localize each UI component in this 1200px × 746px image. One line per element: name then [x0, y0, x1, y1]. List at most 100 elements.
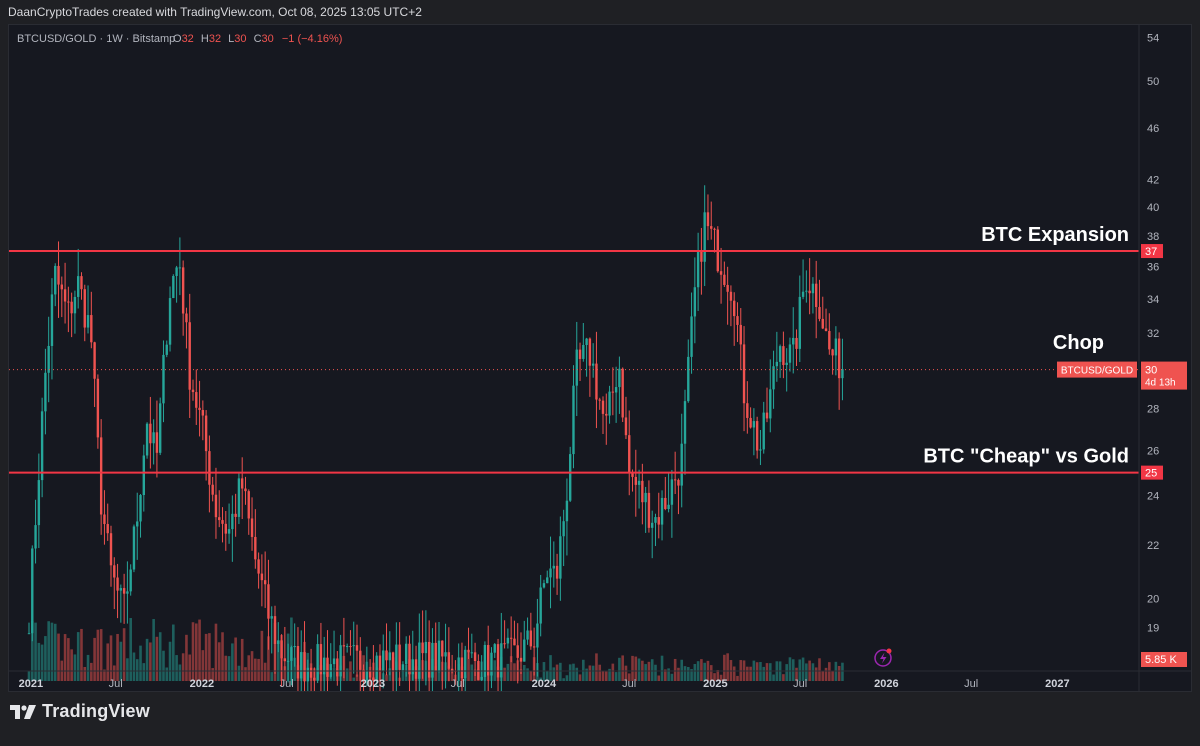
- volume-bar: [782, 674, 785, 681]
- volume-bar: [821, 671, 825, 681]
- candle-body: [86, 315, 90, 328]
- candle-body: [749, 417, 752, 428]
- candle-body: [103, 514, 106, 525]
- candle-body: [503, 643, 506, 645]
- volume-bar: [145, 638, 149, 681]
- volume-bar: [83, 666, 87, 681]
- candle-body: [178, 267, 182, 269]
- time-tick: Jul: [109, 678, 123, 690]
- time-tick: 2022: [190, 678, 214, 690]
- candle-body: [309, 667, 313, 678]
- candle-body: [336, 658, 339, 677]
- time-tick: 2026: [874, 678, 898, 690]
- price-tick: 20: [1147, 594, 1159, 606]
- lightning-icon[interactable]: [874, 648, 892, 667]
- volume-bar: [595, 653, 598, 681]
- candle-body: [683, 401, 687, 444]
- candle-body: [742, 344, 746, 404]
- volume-bar: [132, 652, 136, 681]
- candle-body: [667, 504, 670, 510]
- time-tick: 2021: [19, 678, 43, 690]
- candle-body: [529, 630, 533, 647]
- legend-c-label: C: [254, 33, 262, 45]
- tradingview-logo[interactable]: TradingView: [10, 701, 150, 722]
- candle-body: [395, 644, 398, 671]
- volume-bar: [670, 673, 674, 681]
- volume-bar: [824, 667, 828, 681]
- volume-bar: [791, 659, 795, 681]
- price-tick: 36: [1147, 262, 1159, 274]
- candle-body: [595, 363, 598, 400]
- candle-body: [552, 565, 555, 569]
- candle-body: [562, 521, 565, 537]
- candle-body: [657, 517, 660, 525]
- volume-bar: [631, 655, 634, 681]
- candle-body: [427, 641, 431, 678]
- volume-bar: [263, 662, 267, 681]
- volume-bar: [522, 664, 526, 681]
- candle-body: [778, 346, 782, 362]
- volume-bar: [749, 666, 752, 681]
- candle-body: [378, 655, 382, 671]
- candle-body: [651, 522, 654, 528]
- volume-bar: [618, 657, 621, 681]
- price-tick: 28: [1147, 404, 1159, 416]
- candle-body: [572, 385, 575, 455]
- volume-bar: [126, 658, 129, 681]
- time-axis: 2021 Jul 2022 Jul 2023 Jul 2024 Jul 2025 Jul 2026 J…: [9, 670, 1191, 690]
- volume-bar: [345, 668, 349, 681]
- candle-body: [372, 677, 375, 681]
- volume-bar: [601, 670, 605, 681]
- volume-bar: [434, 666, 438, 681]
- volume-bar: [244, 667, 247, 681]
- candle-body: [585, 338, 588, 345]
- candle-body: [739, 324, 742, 345]
- candle-body: [204, 415, 208, 452]
- candle-body: [496, 644, 500, 678]
- volume-bar: [549, 655, 552, 681]
- candle-body: [723, 274, 726, 285]
- chart-panel[interactable]: 37 25 BTCUSD/GOLD 30 4d 13h BTC Expansion BTC…: [8, 24, 1192, 692]
- candle-body: [631, 472, 634, 477]
- volume-bar: [57, 633, 60, 681]
- volume-bar: [801, 657, 805, 681]
- price-tick: 40: [1147, 202, 1159, 214]
- candle-body: [801, 291, 805, 297]
- level-tag: [1141, 465, 1163, 480]
- candle-body: [316, 644, 319, 681]
- candle-body: [323, 657, 326, 675]
- candle-body: [690, 316, 693, 357]
- time-tick: 2023: [361, 678, 385, 690]
- candle-body: [93, 342, 96, 379]
- candle-body: [480, 676, 483, 680]
- candle-body: [349, 646, 352, 648]
- candle-body: [457, 657, 460, 672]
- candle-body: [126, 591, 129, 594]
- candle-body: [155, 432, 159, 453]
- volume-bar: [122, 628, 126, 681]
- legend-o-label: O: [173, 33, 182, 45]
- chop-annotation: Chop: [1053, 332, 1104, 354]
- volume-bar: [204, 633, 208, 681]
- candle-body: [293, 646, 296, 648]
- volume-bar: [529, 670, 533, 681]
- price-tick: 50: [1147, 76, 1159, 88]
- candle-body: [759, 449, 762, 451]
- candle-body: [769, 389, 772, 419]
- volume-bar: [99, 629, 103, 681]
- volume-bar: [788, 657, 792, 681]
- candle-body: [647, 492, 651, 528]
- volume-bar: [723, 654, 726, 681]
- candle-body: [57, 265, 60, 285]
- candle-body: [431, 642, 434, 678]
- volume-bar: [47, 621, 50, 681]
- candle-body: [733, 300, 736, 317]
- candle-body: [752, 421, 756, 428]
- candle-body: [795, 337, 798, 349]
- candle-body: [523, 639, 526, 662]
- candle-body: [755, 421, 759, 451]
- volume-bar: [112, 665, 116, 681]
- volume-bar: [805, 663, 808, 681]
- candle-body: [775, 361, 779, 367]
